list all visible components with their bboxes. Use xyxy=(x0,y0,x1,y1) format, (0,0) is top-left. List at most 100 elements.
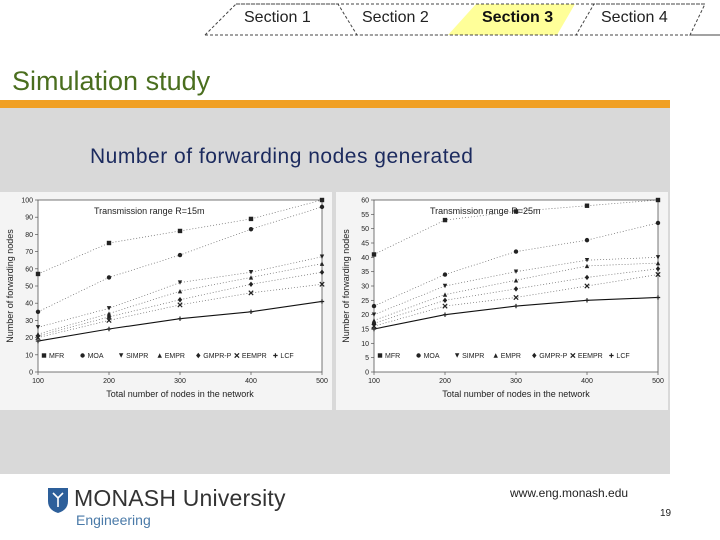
title-rule xyxy=(0,100,670,108)
data-point-eempr xyxy=(655,271,661,278)
x-tick-label: 400 xyxy=(245,378,257,385)
data-point-mfr xyxy=(177,228,183,234)
y-tick-label: 25 xyxy=(361,298,369,305)
data-point-mfr xyxy=(513,209,519,214)
series-line-gmpr-p xyxy=(37,271,323,337)
legend-label-eempr: EEMPR xyxy=(242,353,267,360)
y-axis-label: Number of forwarding nodes xyxy=(341,229,351,343)
section-tabs: Section 1 Section 2 Section 3 Section 4 xyxy=(0,0,720,36)
data-point-eempr xyxy=(584,283,590,289)
legend-label-gmpr-p: GMPR-P xyxy=(203,353,231,360)
logo-brand: MONASH University xyxy=(74,485,286,512)
series-line-eempr xyxy=(37,283,323,338)
x-tick-label: 100 xyxy=(32,378,44,385)
data-point-simpr xyxy=(655,255,661,260)
tab-section-1[interactable]: Section 1 xyxy=(244,9,311,26)
shield-icon xyxy=(48,488,68,513)
y-tick-label: 20 xyxy=(361,312,369,319)
data-point-gmpr-p xyxy=(248,281,254,287)
data-point-mfr xyxy=(442,217,448,223)
tab-section-3[interactable]: Section 3 xyxy=(482,9,554,26)
data-point-simpr xyxy=(319,254,325,259)
y-tick-label: 60 xyxy=(361,198,369,205)
logo-brand-light: University xyxy=(176,485,286,511)
data-point-gmpr-p xyxy=(513,286,519,292)
data-point-simpr xyxy=(106,306,112,311)
legend-marker-gmpr-p xyxy=(196,352,201,359)
chart-r15: 0 10 20 30 40 50 60 70 80 90 100 100 200 300 400 500 Tra… xyxy=(0,192,332,410)
data-point-empr xyxy=(248,275,254,280)
data-point-eempr xyxy=(371,323,377,329)
slide-subtitle: Number of forwarding nodes generated xyxy=(90,145,474,168)
data-point-lcf xyxy=(35,338,41,344)
data-point-empr xyxy=(319,261,325,266)
tab-section-2[interactable]: Section 2 xyxy=(362,9,429,26)
data-point-moa xyxy=(655,220,661,226)
legend-marker-empr xyxy=(493,353,498,358)
data-point-moa xyxy=(319,204,325,210)
data-point-mfr xyxy=(35,271,41,277)
y-tick-label: 30 xyxy=(361,284,369,291)
data-point-lcf xyxy=(442,312,448,317)
legend-label-mfr: MFR xyxy=(385,353,400,360)
data-point-eempr xyxy=(319,281,325,287)
series-line-moa xyxy=(373,222,659,307)
plot-area xyxy=(373,199,659,373)
data-point-eempr xyxy=(248,290,254,296)
data-point-lcf xyxy=(513,303,519,309)
legend-label-moa: MOA xyxy=(424,353,440,360)
legend-label-lcf: LCF xyxy=(280,353,293,360)
data-point-lcf xyxy=(248,309,254,314)
data-point-moa xyxy=(442,272,448,277)
legend-marker-simpr xyxy=(454,353,460,358)
y-tick-label: 0 xyxy=(365,370,369,377)
data-point-simpr xyxy=(371,312,377,317)
data-point-simpr xyxy=(584,258,590,263)
data-point-empr xyxy=(106,311,112,316)
y-tick-label: 55 xyxy=(361,212,369,219)
y-tick-label: 10 xyxy=(25,352,33,359)
legend-label-simpr: SIMPR xyxy=(126,353,148,360)
series-line-simpr xyxy=(373,256,659,315)
data-point-eempr xyxy=(177,302,183,308)
data-point-lcf xyxy=(655,295,661,300)
series-line-mfr xyxy=(37,199,323,275)
x-axis-label: Total number of nodes in the network xyxy=(442,389,590,399)
data-point-lcf xyxy=(319,299,325,304)
data-point-lcf xyxy=(371,326,377,332)
legend-marker-mfr xyxy=(377,353,383,358)
data-point-simpr xyxy=(442,283,448,289)
data-point-moa xyxy=(513,249,519,254)
x-tick-label: 300 xyxy=(510,378,522,385)
data-point-gmpr-p xyxy=(655,266,661,272)
y-tick-label: 80 xyxy=(25,232,33,239)
logo-sub: Engineering xyxy=(76,512,151,528)
data-point-empr xyxy=(584,263,590,269)
x-tick-label: 300 xyxy=(174,378,186,385)
data-point-empr xyxy=(655,260,661,266)
data-point-simpr xyxy=(248,270,254,275)
data-point-empr xyxy=(177,288,183,294)
legend-marker-moa xyxy=(80,353,85,358)
chart-annotation: Transmission range R=15m xyxy=(94,206,204,216)
y-tick-label: 40 xyxy=(361,255,369,262)
footer-url[interactable]: www.eng.monash.edu xyxy=(510,486,629,500)
legend-label-mfr: MFR xyxy=(49,353,64,360)
legend-marker-lcf xyxy=(273,353,278,358)
data-point-gmpr-p xyxy=(442,297,448,304)
y-tick-label: 60 xyxy=(25,266,33,273)
data-point-moa xyxy=(248,227,254,232)
legend-label-eempr: EEMPR xyxy=(578,353,603,360)
data-point-eempr xyxy=(442,303,448,309)
legend-marker-empr xyxy=(157,353,162,358)
data-point-gmpr-p xyxy=(584,274,590,281)
legend-label-lcf: LCF xyxy=(616,353,629,360)
y-tick-label: 10 xyxy=(361,341,369,348)
tab-section-4[interactable]: Section 4 xyxy=(601,9,668,26)
x-tick-label: 400 xyxy=(581,378,593,385)
data-point-gmpr-p xyxy=(106,314,112,320)
y-tick-label: 45 xyxy=(361,241,369,248)
y-tick-label: 100 xyxy=(21,198,33,205)
data-point-mfr xyxy=(248,216,254,222)
y-tick-label: 70 xyxy=(25,249,33,256)
